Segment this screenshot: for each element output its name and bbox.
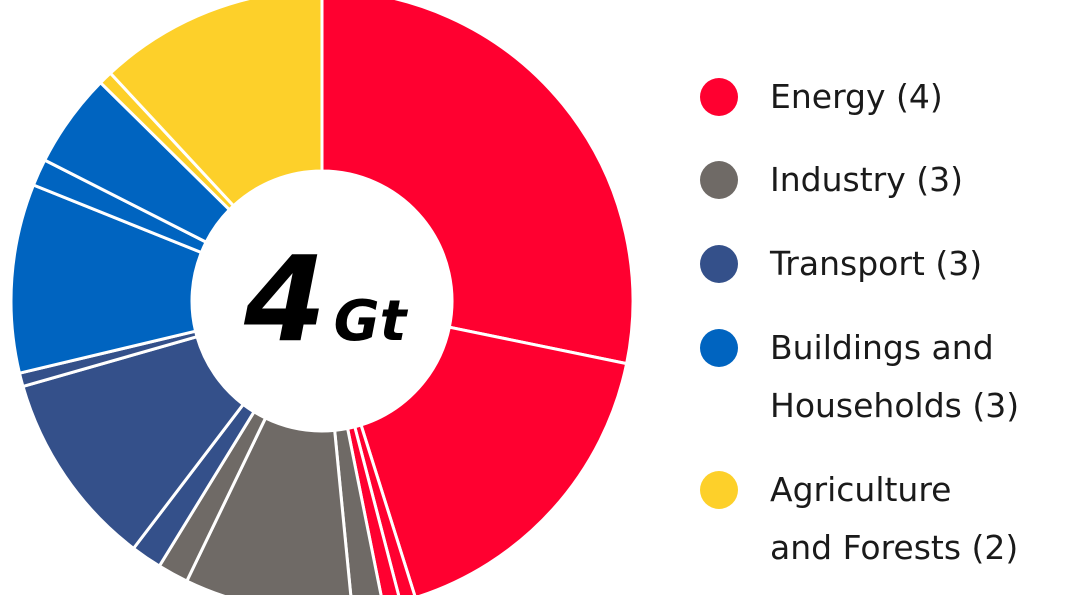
- legend-label: Transport (3): [770, 244, 983, 283]
- legend-item: Transport (3): [700, 243, 982, 293]
- slice: [320, 0, 635, 366]
- legend-label: Agriculture and Forests (2): [770, 470, 1019, 567]
- slice: [359, 325, 629, 595]
- slice: [108, 0, 324, 208]
- legend-swatch: [700, 329, 738, 367]
- legend-label: Energy (4): [770, 77, 943, 116]
- center-value: 4: [243, 230, 326, 368]
- legend-swatch: [700, 245, 738, 283]
- slice: [21, 335, 245, 550]
- slices: [9, 0, 635, 595]
- legend: Energy (4) Industry (3) Transport (3) Build…: [700, 0, 1077, 595]
- legend-item: Agriculture and Forests (2): [700, 469, 1018, 577]
- legend-swatch: [700, 161, 738, 199]
- legend-swatch: [700, 471, 738, 509]
- legend-item: Industry (3): [700, 159, 963, 209]
- legend-swatch: [700, 78, 738, 116]
- legend-item: Energy (4): [700, 76, 943, 126]
- legend-item: Buildings and Households (3): [700, 327, 1019, 435]
- donut-chart: 4 Gt: [9, 0, 635, 595]
- legend-label: Buildings and Households (3): [770, 328, 1020, 425]
- center-unit: Gt: [334, 289, 409, 354]
- slice: [9, 183, 203, 375]
- legend-label: Industry (3): [770, 160, 963, 199]
